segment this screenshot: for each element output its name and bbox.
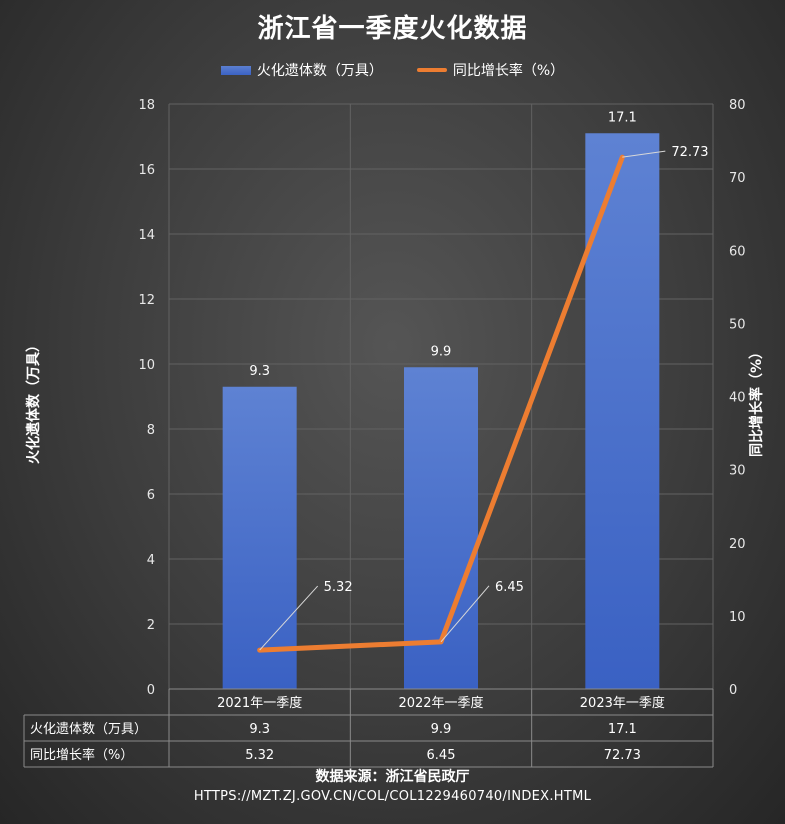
data-label-leader — [259, 585, 319, 651]
y-tick-label: 0 — [147, 683, 155, 698]
source-url[interactable]: HTTPS://MZT.ZJ.GOV.CN/COL/COL1229460740/… — [193, 789, 592, 804]
line-value-label: 72.73 — [671, 145, 708, 160]
legend: 火化遗体数（万具） 同比增长率（%） — [0, 60, 785, 80]
table-cell: 6.45 — [427, 748, 456, 763]
legend-label-bar: 火化遗体数（万具） — [256, 63, 383, 79]
y2-tick-label: 30 — [729, 464, 746, 479]
y-tick-label: 12 — [138, 293, 155, 308]
x-tick-label: 2021年一季度 — [217, 695, 302, 711]
chart-title: 浙江省一季度火化数据 — [257, 14, 528, 44]
legend-swatch-bar — [220, 65, 251, 75]
y2-tick-label: 60 — [729, 244, 746, 259]
table-cell: 72.73 — [604, 748, 641, 763]
line-value-label: 5.32 — [324, 580, 353, 595]
y2-tick-label: 40 — [729, 391, 746, 406]
y-tick-label: 8 — [147, 423, 155, 438]
y-tick-label: 18 — [138, 98, 155, 113]
table-cell: 17.1 — [608, 722, 637, 737]
bar-value-label: 17.1 — [608, 110, 637, 125]
legend-swatch-line — [416, 68, 447, 72]
table-row-label: 火化遗体数（万具） — [30, 722, 147, 737]
x-tick-label: 2022年一季度 — [398, 695, 483, 711]
data-source: 数据来源：浙江省民政厅 — [315, 769, 470, 785]
legend-item-bar: 火化遗体数（万具） — [220, 60, 383, 80]
y-tick-label: 6 — [147, 488, 155, 503]
bar — [222, 386, 297, 689]
y2-axis-label: 同比增长率（%） — [749, 344, 765, 458]
bar — [585, 133, 660, 689]
legend-item-line: 同比增长率（%） — [416, 60, 565, 80]
y2-tick-label: 80 — [729, 98, 746, 113]
line-value-label: 6.45 — [495, 580, 524, 595]
y-axis-label: 火化遗体数（万具） — [26, 338, 42, 464]
y-tick-label: 2 — [147, 618, 155, 633]
table-cell: 9.9 — [431, 722, 452, 737]
bar-value-label: 9.9 — [431, 344, 452, 359]
data-label-leader — [622, 150, 666, 158]
table-cell: 9.3 — [249, 722, 270, 737]
bar-value-label: 9.3 — [249, 364, 270, 379]
table-cell: 5.32 — [245, 748, 274, 763]
legend-label-line: 同比增长率（%） — [452, 63, 565, 79]
y2-tick-label: 70 — [729, 171, 746, 186]
y-tick-label: 10 — [138, 358, 155, 373]
y2-tick-label: 50 — [729, 317, 746, 332]
x-tick-label: 2023年一季度 — [580, 695, 665, 711]
y2-tick-label: 10 — [729, 610, 746, 625]
y-tick-label: 4 — [147, 553, 155, 568]
data-label-leader — [440, 585, 490, 643]
y2-tick-label: 0 — [729, 683, 737, 698]
y-tick-label: 14 — [138, 228, 155, 243]
y2-tick-label: 20 — [729, 537, 746, 552]
table-row-label: 同比增长率（%） — [30, 747, 133, 763]
y-tick-label: 16 — [138, 163, 155, 178]
